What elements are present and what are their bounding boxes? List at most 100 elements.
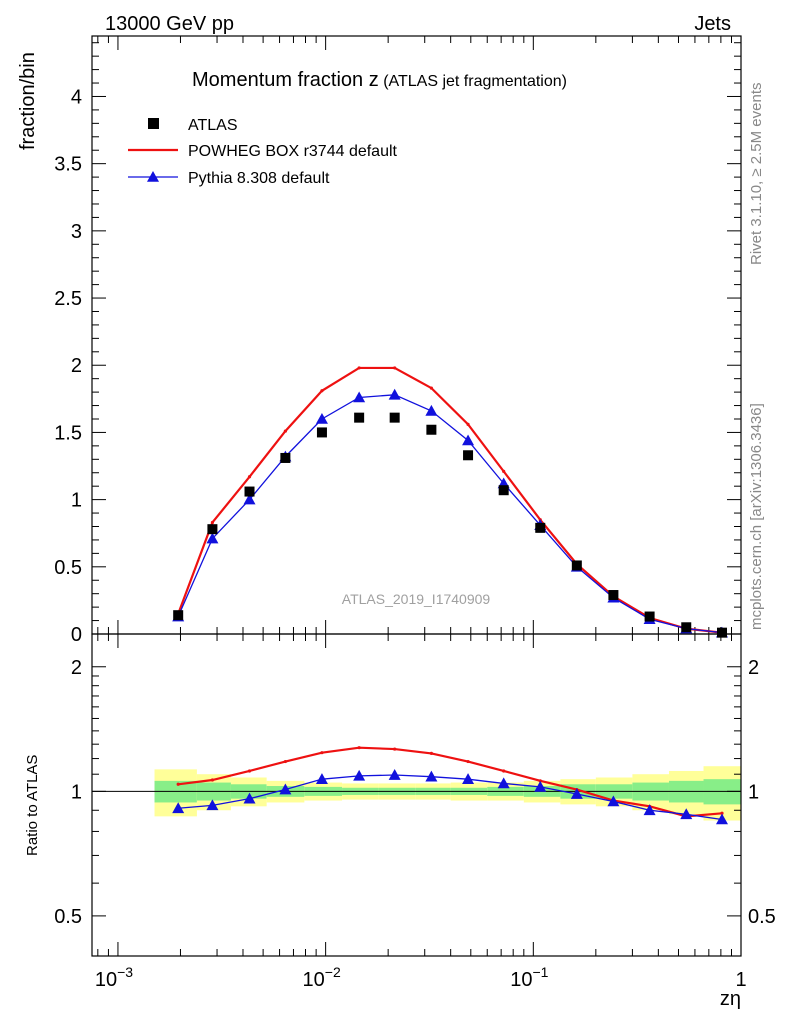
ratio-point-powheg bbox=[320, 751, 324, 755]
ratio-point-pythia bbox=[462, 773, 475, 784]
side-label-bottom: mcplots.cern.ch [arXiv:1306.3436] bbox=[748, 403, 765, 630]
ratio-point-powheg bbox=[247, 769, 252, 773]
ratio-y-axis-label: Ratio to ATLAS bbox=[24, 755, 41, 856]
legend-marker-atlas bbox=[148, 118, 159, 129]
data-point-atlas bbox=[280, 452, 291, 463]
side-label-top: Rivet 3.1.10, ≥ 2.5M events bbox=[748, 83, 765, 266]
ratio-point-pythia bbox=[715, 813, 728, 825]
main-panel bbox=[91, 35, 742, 638]
legend-label: POWHEG BOX r3744 default bbox=[188, 143, 398, 160]
data-point-powheg bbox=[210, 520, 215, 525]
main-y-tick-label: 1.5 bbox=[54, 422, 82, 444]
ratio-y-tick-label-right: 0.5 bbox=[748, 906, 776, 928]
data-point-pythia bbox=[388, 388, 401, 400]
legend: ATLAS POWHEG BOX r3744 default Pythia 8.30… bbox=[128, 117, 398, 187]
ratio-point-powheg bbox=[176, 782, 180, 786]
data-point-pythia bbox=[425, 404, 438, 416]
x-tick-label: 10−3 bbox=[95, 964, 133, 991]
legend-label: ATLAS bbox=[188, 117, 238, 134]
ratio-y-tick-label: 2 bbox=[71, 657, 82, 679]
data-point-pythia bbox=[353, 391, 366, 403]
main-y-tick-label: 0 bbox=[71, 624, 82, 646]
data-point-powheg bbox=[429, 386, 433, 390]
data-point-atlas bbox=[463, 450, 474, 461]
ratio-panel bbox=[91, 633, 742, 957]
main-y-tick-label: 2 bbox=[71, 355, 82, 377]
data-point-atlas bbox=[498, 485, 509, 496]
main-y-tick-label: 3.5 bbox=[54, 154, 82, 176]
ratio-point-powheg bbox=[502, 769, 506, 773]
data-point-atlas bbox=[644, 611, 655, 622]
ratio-y-tick-label-right: 1 bbox=[748, 781, 759, 803]
ratio-point-pythia bbox=[388, 769, 401, 780]
ratio-point-powheg bbox=[466, 759, 470, 764]
data-point-pythia bbox=[206, 532, 219, 544]
series-line-powheg bbox=[177, 366, 723, 634]
ratio-line-pythia bbox=[178, 774, 723, 821]
ratio-point-pythia bbox=[315, 773, 328, 784]
ratio-point-pythia bbox=[279, 783, 292, 795]
legend-label: Pythia 8.308 default bbox=[188, 170, 330, 187]
data-point-pythia bbox=[315, 412, 328, 424]
data-point-powheg bbox=[393, 366, 397, 370]
header-right: Jets bbox=[694, 13, 731, 35]
ratio-point-pythia bbox=[607, 795, 620, 807]
ratio-plot-frame bbox=[91, 633, 742, 957]
main-y-tick-label: 3 bbox=[71, 221, 82, 243]
data-point-atlas bbox=[571, 560, 582, 571]
data-point-atlas bbox=[354, 412, 365, 423]
chart-title-main: Momentum fraction z bbox=[192, 69, 379, 91]
x-tick-label: 10−1 bbox=[510, 964, 548, 991]
legend-marker-pythia bbox=[147, 171, 159, 182]
ratio-point-pythia bbox=[243, 792, 256, 804]
ratio-point-powheg bbox=[210, 778, 215, 782]
ratio-point-powheg bbox=[357, 746, 361, 750]
data-point-pythia bbox=[243, 493, 256, 505]
main-y-tick-label: 0.5 bbox=[54, 557, 82, 579]
main-y-axis-label: fraction/bin bbox=[17, 52, 39, 150]
ratio-line-powheg bbox=[178, 746, 723, 818]
x-tick-label: 1 bbox=[735, 969, 746, 991]
data-point-atlas bbox=[426, 424, 437, 435]
ratio-point-pythia bbox=[353, 769, 366, 781]
chart-title: Momentum fraction z (ATLAS jet fragmenta… bbox=[192, 69, 567, 91]
data-point-atlas bbox=[681, 622, 692, 633]
data-point-pythia bbox=[462, 434, 475, 446]
series-line-pythia bbox=[177, 394, 723, 634]
ratio-point-pythia bbox=[570, 788, 583, 799]
data-point-atlas bbox=[244, 486, 255, 497]
data-point-powheg bbox=[247, 475, 252, 479]
data-point-atlas bbox=[173, 610, 184, 621]
ratio-point-pythia bbox=[172, 802, 185, 814]
ratio-point-powheg bbox=[283, 759, 287, 764]
main-y-tick-label: 1 bbox=[71, 490, 82, 512]
watermark: ATLAS_2019_I1740909 bbox=[342, 591, 491, 607]
ratio-point-pythia bbox=[643, 804, 656, 816]
ratio-y-tick-label: 1 bbox=[71, 781, 82, 803]
header-left: 13000 GeV pp bbox=[105, 13, 234, 35]
data-point-atlas bbox=[535, 522, 546, 533]
x-axis-label: zη bbox=[720, 988, 741, 1010]
x-tick-label: 10−2 bbox=[303, 964, 341, 991]
ratio-point-powheg bbox=[393, 747, 397, 751]
ratio-point-pythia bbox=[534, 780, 547, 792]
ratio-point-pythia bbox=[497, 777, 510, 789]
main-y-tick-label: 2.5 bbox=[54, 288, 82, 310]
data-point-atlas bbox=[316, 427, 327, 438]
data-point-powheg bbox=[320, 389, 324, 393]
data-point-powheg bbox=[357, 366, 361, 370]
data-point-atlas bbox=[716, 627, 727, 638]
chart-title-suffix: (ATLAS jet fragmentation) bbox=[383, 73, 567, 90]
main-y-tick-label: 4 bbox=[71, 86, 82, 108]
ratio-point-pythia bbox=[680, 808, 693, 820]
ratio-point-powheg bbox=[538, 779, 542, 783]
ratio-point-pythia bbox=[425, 770, 438, 782]
data-point-powheg bbox=[466, 422, 470, 426]
data-point-powheg bbox=[283, 429, 287, 433]
ratio-y-tick-label: 0.5 bbox=[54, 906, 82, 928]
ratio-y-tick-label-right: 2 bbox=[748, 657, 759, 679]
data-point-atlas bbox=[207, 524, 218, 535]
data-point-atlas bbox=[389, 412, 400, 423]
ratio-point-powheg bbox=[720, 811, 724, 815]
